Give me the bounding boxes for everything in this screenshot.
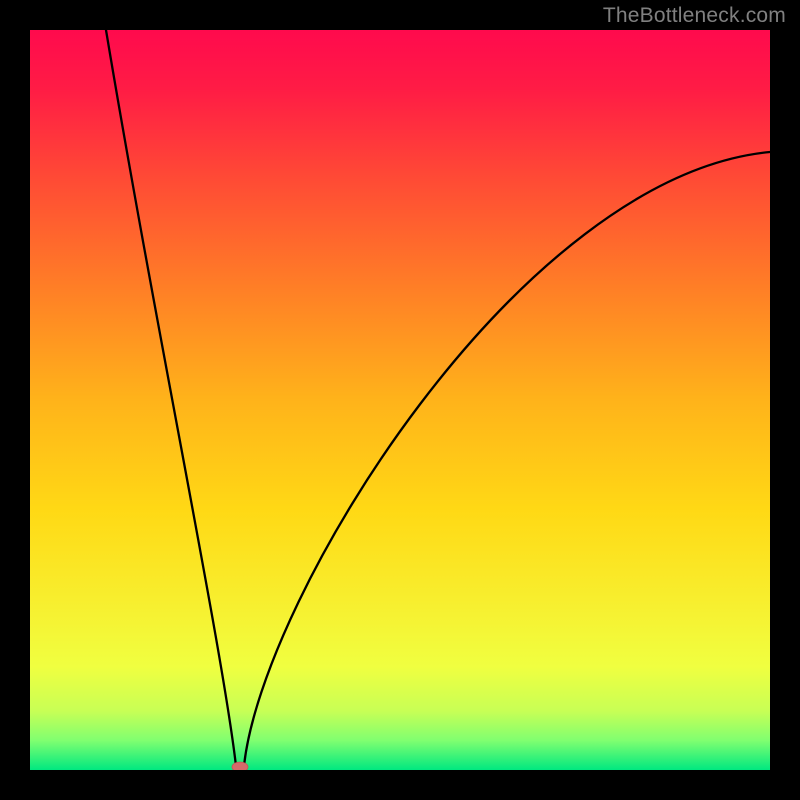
optimal-point-marker	[232, 762, 248, 770]
bottleneck-chart	[30, 30, 770, 770]
watermark-text: TheBottleneck.com	[603, 4, 786, 28]
chart-svg	[30, 30, 770, 770]
gradient-background	[30, 30, 770, 770]
